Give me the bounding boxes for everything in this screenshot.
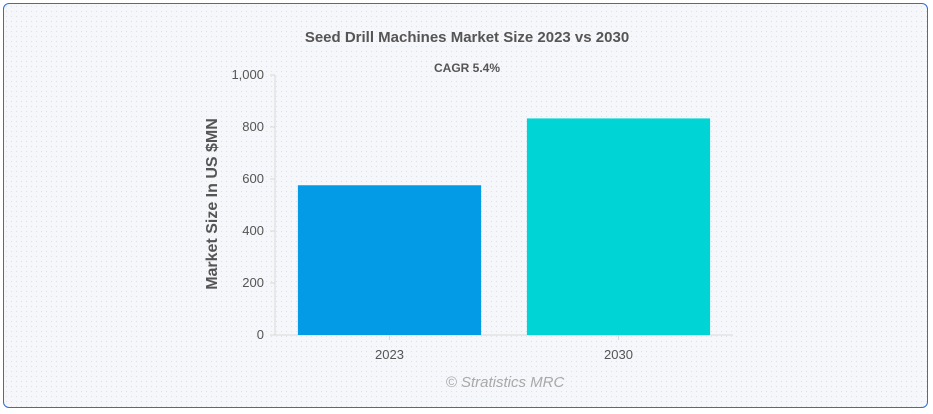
chart-title: Seed Drill Machines Market Size 2023 vs … (305, 29, 629, 46)
credit-text: © Stratistics MRC (446, 374, 565, 391)
y-axis-label: Market Size In US $MN (204, 118, 221, 290)
y-tick-label: 600 (242, 171, 264, 186)
y-tick-label: 800 (242, 119, 264, 134)
x-tick-label: 2030 (604, 347, 633, 362)
y-tick-label: 400 (242, 223, 264, 238)
bar-2030 (526, 118, 711, 335)
y-tick-label: 200 (242, 275, 264, 290)
chart-subtitle: CAGR 5.4% (434, 61, 500, 75)
bar-2023 (297, 185, 482, 335)
plot-area: 0 200 400 600 800 1,000 2023 2030 (231, 67, 733, 362)
x-tick-label: 2023 (375, 347, 404, 362)
y-tick-label: 1,000 (231, 67, 264, 82)
y-tick-label: 0 (257, 327, 264, 342)
